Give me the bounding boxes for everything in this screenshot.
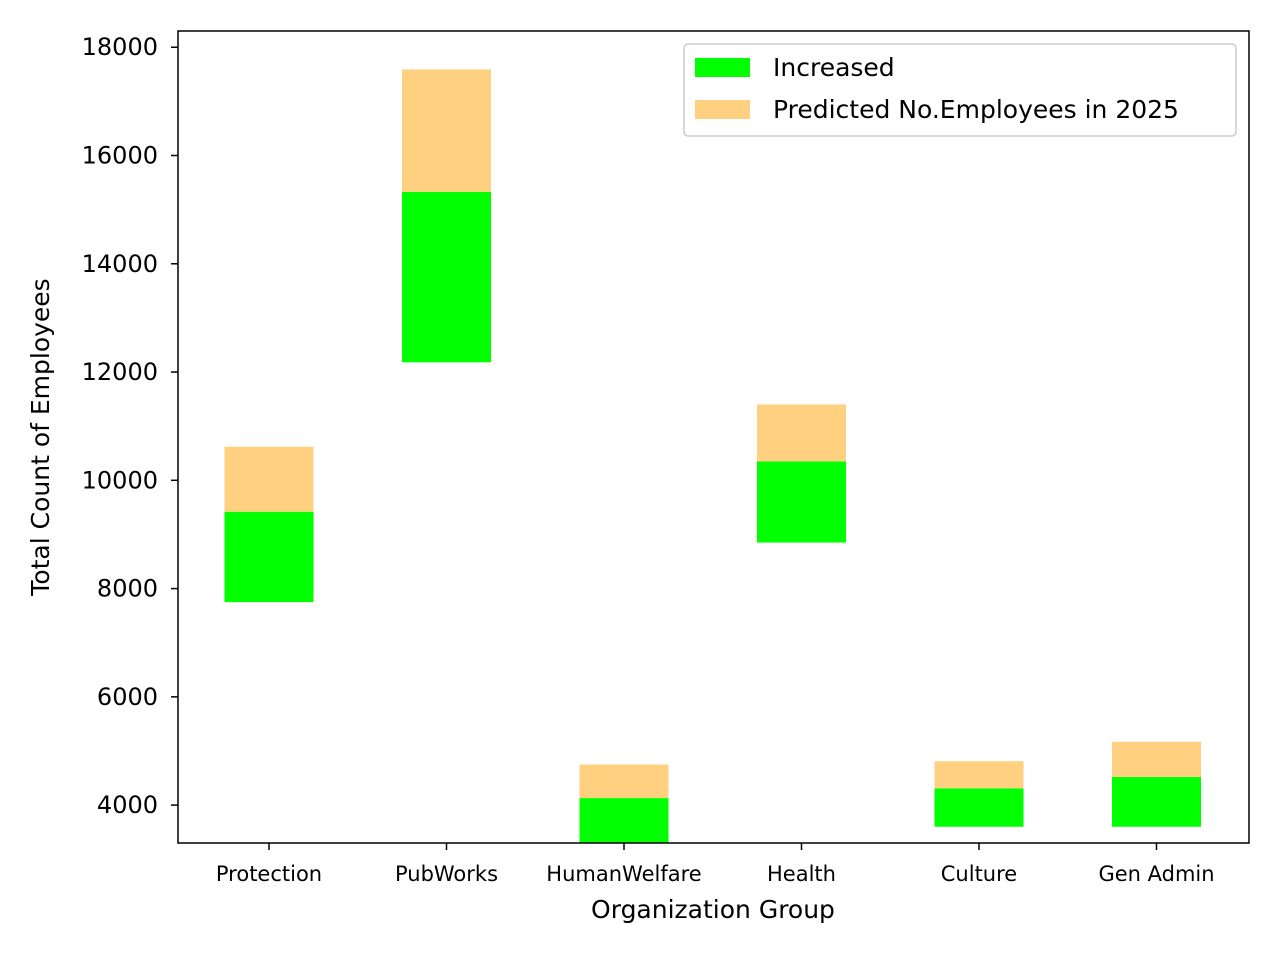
legend-label-predicted: Predicted No.Employees in 2025 — [773, 95, 1179, 124]
y-tick-label-18000: 18000 — [82, 33, 158, 61]
x-axis-title: Organization Group — [591, 895, 835, 924]
bar-predicted-no-employees-in-2025-gen-admin — [1112, 741, 1201, 777]
y-tick-label-16000: 16000 — [82, 142, 158, 170]
bar-increased-protection — [224, 511, 314, 603]
bar-increased-humanwelfare — [579, 798, 669, 843]
bar-predicted-no-employees-in-2025-protection — [224, 446, 314, 512]
x-tick-label-culture: Culture — [941, 862, 1017, 886]
legend-swatch-predicted — [695, 100, 750, 119]
bar-predicted-no-employees-in-2025-humanwelfare — [579, 764, 669, 799]
legend: Increased Predicted No.Employees in 2025 — [683, 43, 1237, 137]
bar-increased-pubworks — [402, 191, 491, 363]
legend-frame — [683, 43, 1237, 137]
plot-frame — [177, 30, 1250, 844]
x-tick-label-gen-admin: Gen Admin — [1098, 862, 1214, 886]
bars-layer — [224, 69, 1201, 843]
x-tick-label-humanwelfare: HumanWelfare — [546, 862, 701, 886]
y-axis-title: Total Count of Employees — [26, 278, 55, 596]
bar-increased-culture — [934, 788, 1024, 827]
bar-increased-gen-admin — [1112, 776, 1201, 827]
y-tick-label-14000: 14000 — [82, 250, 158, 278]
bar-predicted-no-employees-in-2025-pubworks — [402, 69, 491, 192]
y-tick-label-4000: 4000 — [97, 791, 158, 819]
y-tick-label-6000: 6000 — [97, 683, 158, 711]
legend-swatch-increased — [695, 58, 750, 77]
bar-predicted-no-employees-in-2025-culture — [934, 761, 1024, 789]
x-tick-label-protection: Protection — [216, 862, 322, 886]
x-tick-label-health: Health — [767, 862, 836, 886]
y-tick-label-12000: 12000 — [82, 358, 158, 386]
y-tick-label-8000: 8000 — [97, 575, 158, 603]
x-tick-label-pubworks: PubWorks — [395, 862, 498, 886]
y-axis: 4000 6000 8000 10000 12000 14000 16000 18000 — [82, 33, 178, 819]
y-tick-label-10000: 10000 — [82, 466, 158, 494]
x-axis: Protection PubWorks HumanWelfare Health Cult… — [216, 843, 1215, 886]
legend-label-increased: Increased — [773, 53, 895, 82]
bar-increased-health — [757, 461, 846, 543]
bar-predicted-no-employees-in-2025-health — [757, 404, 846, 462]
